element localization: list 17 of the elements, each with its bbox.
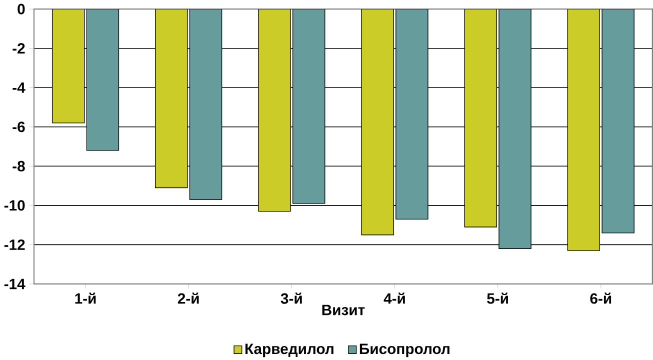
x-tick-label: 6-й [590,292,612,304]
y-tick-label: -14 [4,278,26,289]
x-tick-label: 2-й [178,292,199,304]
y-tick-label: -10 [4,200,25,211]
y-tick-label: 0 [18,4,25,14]
x-tick-label: 5-й [487,292,508,304]
legend-label: Бисопролол [360,344,450,357]
y-tick-label: -6 [12,121,25,132]
x-tick-label: 4-й [384,292,405,304]
x-axis-title: Визит [322,304,365,316]
y-tick-label: -12 [4,239,25,250]
y-tick-label: -2 [12,43,25,54]
y-tick-label: -4 [12,82,26,93]
y-tick-label: -8 [12,160,25,172]
legend-label: Карведилол [245,344,334,357]
x-tick-label: 3-й [280,292,302,304]
x-tick-label: 1-й [75,292,96,304]
